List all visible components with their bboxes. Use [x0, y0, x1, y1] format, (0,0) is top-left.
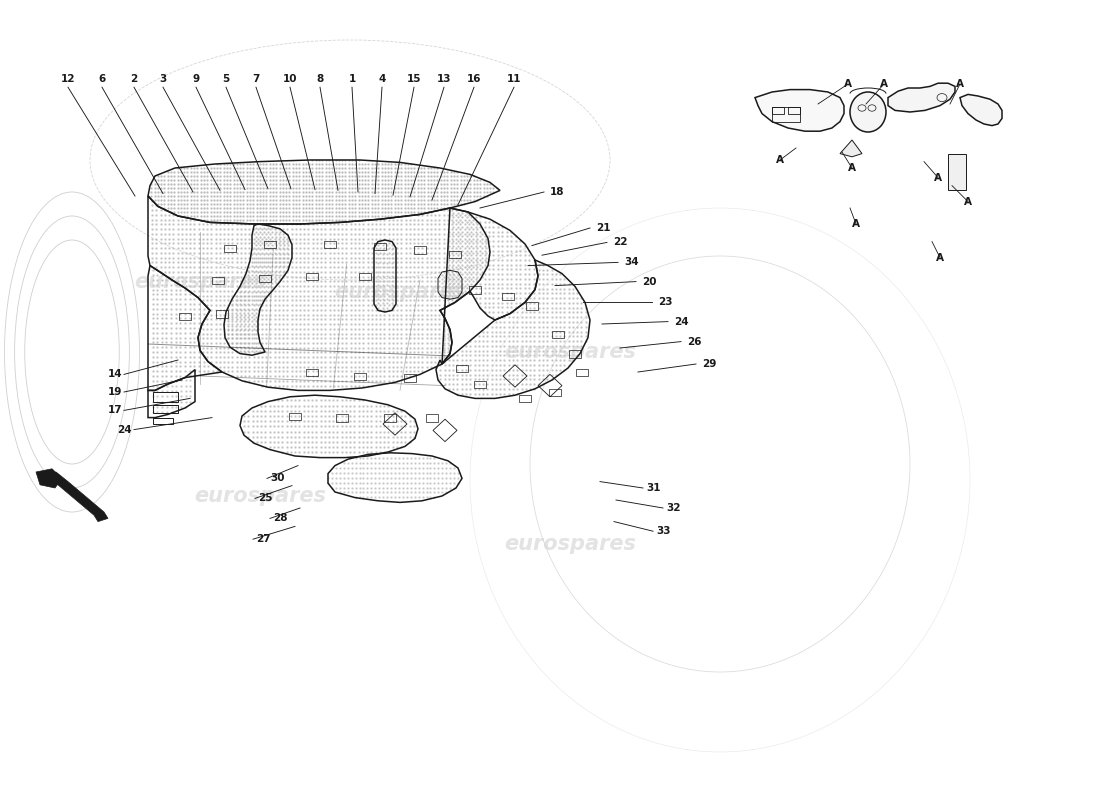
- Bar: [224, 245, 236, 252]
- Text: 20: 20: [642, 277, 657, 286]
- Text: 11: 11: [507, 74, 521, 84]
- Bar: [264, 241, 276, 248]
- Text: 18: 18: [550, 187, 564, 197]
- Bar: [456, 365, 468, 372]
- Bar: [469, 286, 481, 294]
- Text: 7: 7: [252, 74, 260, 84]
- Text: 34: 34: [624, 258, 639, 267]
- Text: eurospares: eurospares: [134, 272, 266, 292]
- Bar: [336, 414, 348, 422]
- Bar: [569, 350, 581, 358]
- Text: 15: 15: [407, 74, 421, 84]
- Bar: [526, 302, 538, 310]
- Text: 28: 28: [273, 514, 287, 523]
- Text: eurospares: eurospares: [334, 282, 466, 302]
- Polygon shape: [840, 140, 862, 157]
- Bar: [788, 107, 800, 114]
- Text: 3: 3: [160, 74, 166, 84]
- Text: 25: 25: [258, 494, 273, 503]
- Text: A: A: [934, 173, 942, 182]
- Text: 13: 13: [437, 74, 451, 84]
- Bar: [502, 293, 514, 300]
- Bar: [216, 310, 228, 318]
- Text: eurospares: eurospares: [194, 486, 326, 506]
- Text: A: A: [852, 219, 860, 229]
- Bar: [354, 373, 366, 380]
- Text: A: A: [844, 79, 852, 89]
- Bar: [772, 107, 800, 122]
- Text: 29: 29: [702, 359, 716, 369]
- Bar: [384, 414, 396, 422]
- Bar: [426, 414, 438, 422]
- Bar: [414, 246, 426, 254]
- Bar: [549, 389, 561, 396]
- Text: A: A: [848, 163, 856, 173]
- Bar: [212, 277, 224, 284]
- Bar: [449, 251, 461, 258]
- Text: 4: 4: [378, 74, 386, 84]
- Text: 19: 19: [108, 387, 122, 397]
- Text: 8: 8: [317, 74, 323, 84]
- Ellipse shape: [850, 92, 886, 132]
- Text: 33: 33: [656, 526, 671, 536]
- Bar: [772, 107, 784, 114]
- Bar: [359, 273, 371, 280]
- Text: A: A: [776, 155, 784, 165]
- Bar: [306, 369, 318, 376]
- Bar: [179, 313, 191, 320]
- Bar: [948, 154, 966, 190]
- Polygon shape: [888, 83, 955, 112]
- Bar: [153, 418, 173, 424]
- Text: 16: 16: [466, 74, 482, 84]
- Text: 1: 1: [349, 74, 355, 84]
- Bar: [552, 331, 564, 338]
- Text: 10: 10: [283, 74, 297, 84]
- Polygon shape: [48, 472, 108, 522]
- Bar: [519, 395, 531, 402]
- Bar: [258, 275, 271, 282]
- Text: A: A: [880, 79, 888, 89]
- Bar: [474, 381, 486, 388]
- Bar: [306, 273, 318, 280]
- Text: 31: 31: [646, 483, 660, 493]
- Text: 14: 14: [108, 370, 122, 379]
- Text: 32: 32: [666, 503, 681, 513]
- Bar: [153, 392, 178, 402]
- Bar: [289, 413, 301, 420]
- Bar: [374, 243, 386, 250]
- Polygon shape: [960, 94, 1002, 126]
- Text: A: A: [936, 253, 944, 262]
- Text: 22: 22: [613, 238, 627, 247]
- Text: 9: 9: [192, 74, 199, 84]
- Text: 30: 30: [270, 474, 285, 483]
- Bar: [576, 369, 588, 376]
- Text: 24: 24: [674, 317, 689, 326]
- Bar: [324, 241, 336, 248]
- Text: 26: 26: [688, 337, 702, 346]
- Text: 24: 24: [118, 425, 132, 434]
- Text: 17: 17: [108, 406, 122, 415]
- Text: A: A: [964, 197, 972, 206]
- Text: 27: 27: [256, 534, 271, 544]
- Text: eurospares: eurospares: [504, 342, 636, 362]
- Polygon shape: [755, 90, 844, 131]
- Text: A: A: [956, 79, 964, 89]
- Bar: [404, 374, 416, 382]
- Bar: [153, 405, 178, 413]
- Text: 5: 5: [222, 74, 230, 84]
- Text: 2: 2: [131, 74, 138, 84]
- Text: 12: 12: [60, 74, 75, 84]
- Text: 21: 21: [596, 223, 611, 233]
- Text: eurospares: eurospares: [504, 534, 636, 554]
- Polygon shape: [36, 469, 62, 488]
- Text: 23: 23: [658, 298, 672, 307]
- Text: 6: 6: [98, 74, 106, 84]
